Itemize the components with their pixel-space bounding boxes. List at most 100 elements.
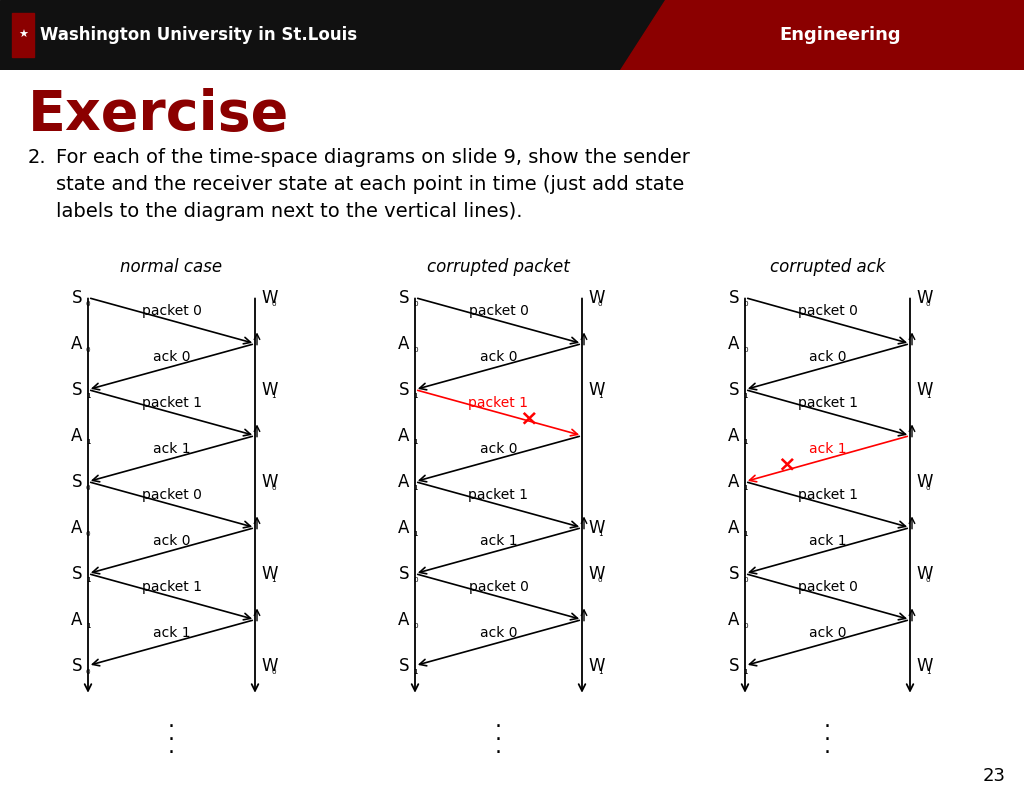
Text: ₀: ₀ [743, 297, 748, 308]
Text: A: A [71, 519, 82, 536]
Text: Engineering: Engineering [779, 26, 901, 44]
Text: packet 0: packet 0 [798, 580, 857, 593]
Text: ₀: ₀ [86, 665, 90, 676]
Text: W: W [916, 565, 933, 583]
Text: packet 1: packet 1 [798, 487, 857, 501]
Text: ack 0: ack 0 [480, 626, 517, 640]
Text: S: S [728, 657, 739, 675]
Text: ₁: ₁ [413, 482, 418, 492]
Text: packet 0: packet 0 [469, 304, 528, 318]
Text: W: W [261, 565, 278, 583]
Text: W: W [588, 519, 604, 536]
Text: ack 1: ack 1 [809, 534, 846, 547]
Text: W: W [588, 565, 604, 583]
Polygon shape [620, 0, 1024, 70]
Text: A: A [728, 335, 739, 353]
Text: ₁: ₁ [413, 436, 418, 445]
Text: ₁: ₁ [271, 573, 275, 584]
Text: ₀: ₀ [86, 343, 90, 354]
Text: A: A [397, 335, 409, 353]
Text: ₀: ₀ [743, 343, 748, 354]
Bar [12, 13, 34, 57]
Text: ack 1: ack 1 [479, 534, 517, 547]
Text: Washington University in St.Louis: Washington University in St.Louis [40, 26, 357, 44]
Text: W: W [916, 289, 933, 307]
Text: normal case: normal case [121, 258, 222, 275]
Text: ₀: ₀ [598, 573, 602, 584]
Text: ack 0: ack 0 [153, 534, 190, 547]
Text: .: . [824, 736, 831, 757]
Text: ₁: ₁ [271, 390, 275, 399]
Text: ₁: ₁ [86, 436, 90, 445]
Text: ₀: ₀ [86, 528, 90, 538]
Text: ₀: ₀ [271, 297, 275, 308]
Text: A: A [728, 519, 739, 536]
Text: ₀: ₀ [86, 297, 90, 308]
Text: .: . [168, 736, 175, 757]
Text: A: A [71, 426, 82, 445]
Text: S: S [728, 380, 739, 399]
Text: W: W [916, 472, 933, 490]
Text: S: S [72, 472, 82, 490]
Text: ack 0: ack 0 [153, 350, 190, 364]
Text: ₀: ₀ [271, 665, 275, 676]
Text: ₁: ₁ [413, 528, 418, 538]
Text: ack 1: ack 1 [809, 441, 846, 456]
Text: ₁: ₁ [86, 619, 90, 630]
Text: ₀: ₀ [413, 619, 418, 630]
Text: 2.: 2. [28, 148, 47, 167]
Text: corrupted ack: corrupted ack [770, 258, 886, 275]
Text: ×: × [519, 408, 538, 428]
Text: packet 0: packet 0 [141, 304, 202, 318]
Text: ack 1: ack 1 [153, 441, 190, 456]
Text: W: W [261, 289, 278, 307]
Text: ₀: ₀ [926, 297, 931, 308]
Text: .: . [168, 710, 175, 731]
Text: A: A [397, 611, 409, 629]
Text: W: W [588, 289, 604, 307]
Text: ₁: ₁ [598, 390, 602, 399]
Text: packet 1: packet 1 [141, 580, 202, 593]
Text: ₁: ₁ [743, 482, 748, 492]
Text: ₀: ₀ [743, 573, 748, 584]
Text: .: . [495, 710, 502, 731]
Text: S: S [72, 380, 82, 399]
Text: 23: 23 [983, 767, 1006, 785]
Text: .: . [824, 724, 831, 744]
Text: W: W [916, 657, 933, 675]
Text: ack 0: ack 0 [809, 350, 846, 364]
Text: A: A [71, 335, 82, 353]
Text: ₁: ₁ [413, 390, 418, 399]
Text: ₀: ₀ [743, 619, 748, 630]
Text: packet 1: packet 1 [798, 396, 857, 410]
Text: A: A [728, 611, 739, 629]
Text: .: . [824, 710, 831, 731]
Text: ack 0: ack 0 [480, 441, 517, 456]
Text: packet 1: packet 1 [141, 396, 202, 410]
Text: ₁: ₁ [743, 436, 748, 445]
Text: A: A [397, 472, 409, 490]
Text: S: S [398, 657, 409, 675]
Text: ₁: ₁ [598, 665, 602, 676]
Text: A: A [728, 426, 739, 445]
Text: corrupted packet: corrupted packet [427, 258, 570, 275]
Text: ₀: ₀ [86, 482, 90, 492]
Text: ₁: ₁ [926, 390, 931, 399]
Text: S: S [398, 565, 409, 583]
Text: ack 1: ack 1 [153, 626, 190, 640]
Text: labels to the diagram next to the vertical lines).: labels to the diagram next to the vertic… [56, 202, 522, 221]
Text: ₀: ₀ [926, 482, 931, 492]
Text: ₀: ₀ [413, 573, 418, 584]
Text: packet 0: packet 0 [469, 580, 528, 593]
Text: ₁: ₁ [86, 390, 90, 399]
Text: A: A [397, 519, 409, 536]
Text: A: A [397, 426, 409, 445]
Text: packet 1: packet 1 [469, 487, 528, 501]
Text: ₁: ₁ [86, 573, 90, 584]
Text: ₁: ₁ [926, 665, 931, 676]
Text: ₁: ₁ [743, 390, 748, 399]
Text: W: W [261, 380, 278, 399]
Text: S: S [72, 289, 82, 307]
Text: ₀: ₀ [413, 297, 418, 308]
Text: A: A [728, 472, 739, 490]
